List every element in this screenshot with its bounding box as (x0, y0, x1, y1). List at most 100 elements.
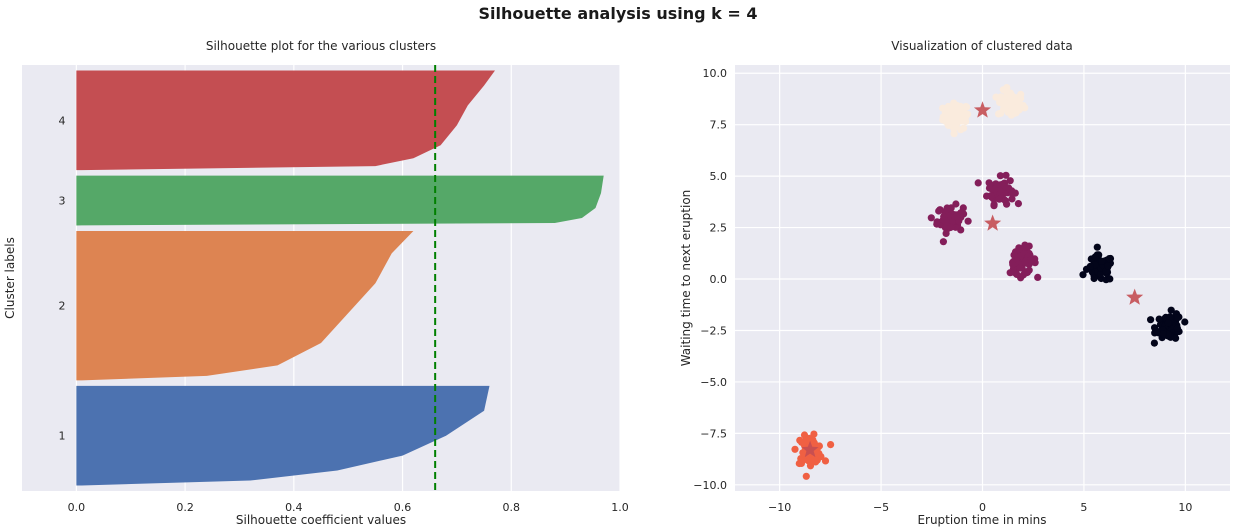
scatter-point (947, 107, 955, 115)
scatter-y-tick-label: −5.0 (700, 376, 727, 389)
silhouette-y-ticks: 1 2 3 4 (59, 114, 66, 442)
scatter-point (959, 204, 967, 212)
scatter-point (1173, 324, 1181, 332)
scatter-point (952, 122, 960, 130)
scatter-point (1008, 189, 1017, 197)
silhouette-cluster-4 (76, 70, 495, 171)
scatter-point (1022, 269, 1031, 277)
cluster-label-3: 3 (59, 195, 66, 208)
silhouette-x-tick-label: 0.4 (285, 501, 303, 514)
silhouette-x-tick-label: 0.0 (68, 501, 86, 514)
scatter-point (954, 111, 962, 119)
cluster-label-2: 2 (59, 300, 66, 313)
scatter-point (1159, 330, 1167, 338)
scatter-point (992, 93, 1000, 101)
scatter-x-tick-label: −10 (768, 501, 791, 514)
scatter-point (1010, 106, 1018, 114)
silhouette-axes: 0.0 0.2 0.4 0.6 0.8 1.0 1 2 3 4 Silhouette plot … (3, 39, 629, 527)
scatter-point (1079, 271, 1087, 279)
scatter-point (952, 200, 960, 208)
scatter-y-tick-label: 7.5 (710, 119, 728, 132)
silhouette-x-tick-label: 0.6 (394, 501, 412, 514)
scatter-point (964, 110, 972, 118)
scatter-point (985, 179, 993, 187)
scatter-point (798, 457, 807, 465)
scatter-point (953, 101, 961, 110)
scatter-point (1012, 97, 1020, 105)
silhouette-x-tick-label: 0.8 (503, 501, 521, 514)
scatter-point (1093, 243, 1101, 251)
scatter-y-tick-label: −10.0 (693, 479, 727, 492)
scatter-point (957, 210, 966, 218)
scatter-point (946, 223, 955, 232)
scatter-point (997, 109, 1005, 117)
figure-title: Silhouette analysis using k = 4 (478, 4, 758, 23)
scatter-y-tick-label: 0.0 (710, 273, 728, 286)
scatter-point (1150, 339, 1158, 347)
scatter-point (1010, 251, 1018, 259)
scatter-point (1155, 315, 1163, 323)
scatter-gridlines (735, 65, 1230, 491)
scatter-point (987, 192, 995, 200)
scatter-point (974, 179, 982, 187)
silhouette-cluster-1 (76, 385, 490, 486)
scatter-x-tick-label: 10 (1178, 501, 1192, 514)
scatter-y-tick-label: 2.5 (710, 222, 728, 235)
scatter-point (805, 434, 813, 443)
scatter-point (927, 214, 935, 222)
scatter-point (1008, 195, 1016, 203)
scatter-point (810, 440, 818, 448)
cluster-center-star (973, 101, 992, 118)
silhouette-x-label: Silhouette coefficient values (236, 513, 406, 527)
scatter-point (1105, 255, 1113, 263)
scatter-axes: −10 −5 0 5 10 −10.0 −7.5 −5.0 −2.5 0.0 2.5 5.0 7.5 1… (679, 39, 1230, 527)
cluster-centers (801, 101, 1144, 458)
scatter-point (991, 185, 999, 194)
silhouette-x-tick-label: 1.0 (611, 501, 629, 514)
scatter-point (946, 120, 954, 128)
scatter-y-ticks: −10.0 −7.5 −5.0 −2.5 0.0 2.5 5.0 7.5 10.0 (693, 67, 727, 492)
silhouette-x-tick-label: 0.2 (176, 501, 194, 514)
scatter-y-tick-label: −7.5 (700, 427, 727, 440)
silhouette-clusters (76, 70, 604, 486)
scatter-point (1098, 257, 1106, 265)
scatter-point (805, 457, 813, 465)
silhouette-cluster-2 (76, 230, 414, 381)
scatter-point (791, 445, 799, 453)
cluster-center-star (801, 440, 819, 458)
scatter-point (999, 181, 1007, 189)
cluster-label-4: 4 (59, 114, 66, 127)
scatter-point (1106, 275, 1114, 283)
scatter-point (1164, 319, 1172, 327)
scatter-point (935, 207, 943, 215)
scatter-x-tick-label: −5 (873, 501, 889, 514)
cluster-center-star (984, 214, 1002, 231)
scatter-point (1016, 264, 1024, 272)
scatter-point (1147, 316, 1155, 324)
scatter-y-tick-label: −2.5 (700, 324, 727, 337)
scatter-point (998, 98, 1006, 106)
scatter-point (802, 472, 810, 480)
scatter-point (964, 217, 972, 225)
scatter-point (827, 441, 835, 449)
scatter-x-label: Eruption time in mins (917, 513, 1046, 527)
scatter-point (1090, 274, 1098, 283)
scatter-point (933, 218, 941, 226)
scatter-point (821, 457, 830, 465)
scatter-x-ticks: −10 −5 0 5 10 (768, 501, 1192, 514)
scatter-point (1005, 184, 1013, 192)
scatter-point (939, 238, 948, 246)
scatter-point (1167, 306, 1175, 314)
scatter-point (952, 213, 960, 221)
scatter-point (999, 86, 1007, 94)
scatter-point (947, 113, 955, 121)
scatter-point (817, 453, 825, 461)
silhouette-plot-title: Silhouette plot for the various clusters (206, 39, 436, 53)
scatter-point (1104, 262, 1112, 270)
cluster-center-star (1126, 288, 1144, 305)
scatter-point (796, 436, 804, 444)
scatter-y-tick-label: 10.0 (703, 67, 728, 80)
scatter-point (939, 104, 947, 112)
scatter-point (1091, 253, 1099, 261)
